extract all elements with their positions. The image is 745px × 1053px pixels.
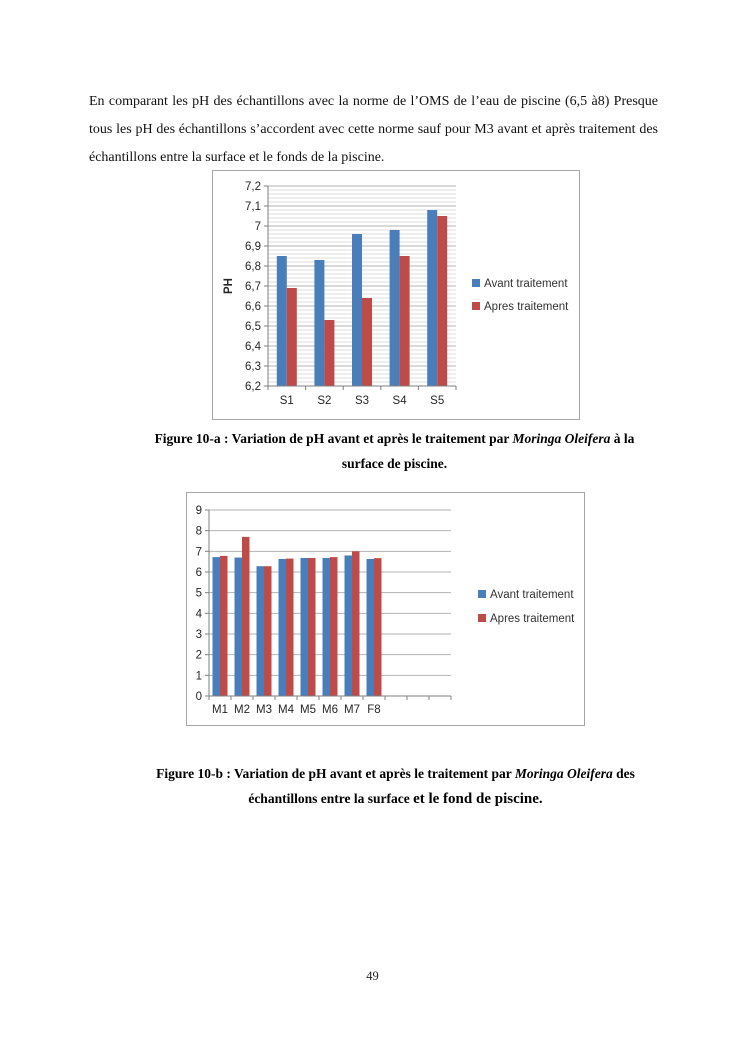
figure-10b-bar-chart: 9 8 7 6 5 4 3 2 1 0 M1 M2 M3 M4 M5 M6 M7 F8 Avant traiteme…: [186, 492, 585, 726]
caption-b-species: Moringa Oleifera: [514, 766, 613, 781]
bar-avant-S5: [427, 210, 438, 386]
y-tick-label: 6,5: [245, 321, 261, 333]
legend-label: Apres traitement: [490, 613, 575, 625]
x-category-label: M3: [256, 704, 272, 716]
y-tick-label: 9: [196, 505, 202, 517]
bar-apres-M3: [264, 566, 272, 696]
y-tick-label: 6,4: [245, 341, 262, 353]
figure-10a-caption: Figure 10-a : Variation de pH avant et a…: [122, 426, 667, 476]
bar-apres-S3: [362, 298, 372, 386]
x-category-label: S3: [355, 395, 369, 407]
bar-apres-S5: [437, 216, 448, 386]
x-category-label: S1: [280, 395, 294, 407]
bar-apres-S4: [399, 256, 410, 386]
legend-marker: [472, 279, 480, 287]
y-tick-label: 6,3: [245, 361, 261, 373]
x-category-label: M2: [234, 704, 250, 716]
caption-a-suffix: à la: [610, 431, 635, 446]
y-tick-label: 1: [196, 670, 202, 682]
y-tick-label: 6,7: [245, 281, 261, 293]
bar-apres-M1: [220, 555, 228, 696]
y-tick-label: 5: [196, 588, 202, 600]
caption-b-suffix: des: [612, 766, 635, 781]
bar-avant-F8: [366, 558, 374, 696]
y-tick-label: 4: [196, 608, 203, 620]
chart-canvas: 7,2 7,1 7 6,9 6,8 6,7 6,6 6,5 6,4 6,3 6,2 S1 S2 S3 S4 S…: [223, 181, 569, 407]
legend-marker: [478, 614, 486, 622]
bar-apres-S2: [324, 320, 335, 386]
figure-10b-caption: Figure 10-b : Variation de pH avant et a…: [122, 761, 669, 812]
bar-apres-M2: [242, 536, 250, 696]
caption-a-line2: surface de piscine.: [341, 456, 448, 471]
y-tick-label: 7,2: [245, 181, 261, 193]
x-category-label: M6: [322, 704, 338, 716]
x-category-label: M1: [212, 704, 228, 716]
page-number: 49: [366, 969, 379, 983]
x-category-label: S5: [430, 395, 444, 407]
y-tick-label: 8: [196, 526, 202, 538]
bar-apres-M7: [352, 551, 360, 696]
bar-avant-M5: [300, 557, 308, 696]
y-tick-label: 6,6: [245, 301, 261, 313]
bar-avant-M7: [344, 555, 352, 696]
y-tick-label: 6,8: [245, 261, 261, 273]
bar-apres-S1: [286, 288, 297, 386]
legend-marker: [478, 590, 486, 598]
y-tick-label: 3: [196, 629, 202, 641]
caption-b-line2b: et le fond de piscine.: [413, 791, 543, 807]
x-category-label: M7: [344, 704, 360, 716]
x-category-label: S2: [317, 395, 331, 407]
x-category-label: M5: [300, 704, 316, 716]
x-category-label: S4: [393, 395, 408, 407]
bar-avant-M4: [278, 558, 286, 696]
legend-label: Apres traitement: [484, 301, 569, 313]
bar-avant-M6: [322, 557, 330, 696]
caption-a-species: Moringa Oleifera: [512, 431, 611, 446]
caption-b-text: Figure 10-b : Variation de pH avant et a…: [156, 766, 515, 781]
y-tick-label: 6: [196, 567, 202, 579]
bar-avant-M2: [234, 557, 242, 696]
caption-b-line2a: échantillons entre la surface: [248, 791, 414, 806]
y-tick-label: 7,1: [245, 201, 261, 213]
y-axis-title: PH: [223, 278, 235, 294]
y-tick-label: 7: [255, 221, 261, 233]
bar-avant-S1: [276, 256, 287, 386]
bar-avant-M3: [256, 566, 264, 696]
bar-avant-S2: [314, 260, 325, 386]
bar-avant-S3: [352, 234, 362, 386]
bar-apres-M6: [330, 557, 338, 696]
bar-apres-F8: [374, 558, 382, 696]
legend-label: Avant traitement: [484, 278, 568, 290]
chart-canvas: 9 8 7 6 5 4 3 2 1 0 M1 M2 M3 M4 M5 M6 M7 F8 Avant traiteme…: [196, 505, 576, 716]
x-category-label: M4: [278, 704, 295, 716]
y-tick-label: 0: [196, 691, 202, 703]
y-tick-label: 2: [196, 650, 202, 662]
legend-label: Avant traitement: [490, 589, 574, 601]
bar-avant-M1: [212, 557, 220, 696]
y-tick-label: 7: [196, 546, 202, 558]
y-tick-label: 6,9: [245, 241, 261, 253]
y-tick-label: 6,2: [245, 381, 261, 393]
bar-apres-M4: [286, 558, 294, 696]
bar-avant-S4: [389, 230, 400, 386]
legend-marker: [472, 302, 480, 310]
caption-a-text: Figure 10-a : Variation de pH avant et a…: [154, 431, 513, 446]
figure-10a-bar-chart: 7,2 7,1 7 6,9 6,8 6,7 6,6 6,5 6,4 6,3 6,2 S1 S2 S3 S4 S…: [212, 170, 580, 420]
bar-apres-M5: [308, 557, 316, 696]
body-paragraph: En comparant les pH des échantillons ave…: [89, 94, 658, 165]
x-category-label: F8: [367, 704, 380, 716]
